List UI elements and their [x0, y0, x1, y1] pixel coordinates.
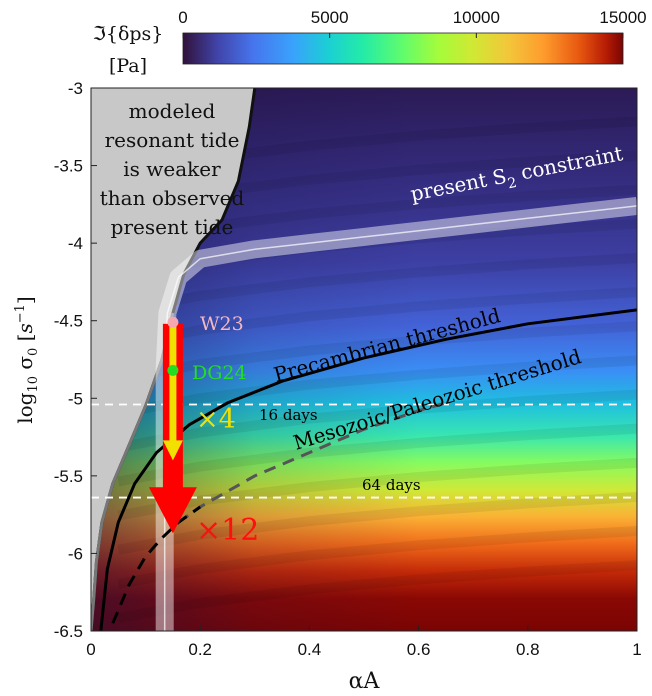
x-tick-label: 0.8: [516, 640, 540, 659]
present-s2-label-sub: 2: [506, 175, 518, 192]
w23-label: W23: [200, 313, 244, 335]
contour-band: [117, 526, 637, 589]
contour-band: [117, 253, 637, 316]
arrow-x4-shaft: [169, 323, 177, 443]
times4-label: ×4: [196, 404, 236, 435]
point-w23: [167, 316, 179, 328]
y-tick-label: -3.5: [54, 157, 83, 176]
arrow-x12-head: [148, 487, 197, 534]
points: [167, 316, 179, 376]
colorbar-label-line2: [Pa]: [109, 55, 147, 77]
colorbar-tick-label: 15000: [599, 8, 646, 27]
y-tick-label: -4.5: [54, 312, 83, 331]
x-tick-label: 0.4: [298, 640, 322, 659]
colorbar-tick-label: 10000: [453, 8, 500, 27]
weak-tide-boundary-lower: [91, 312, 175, 631]
gray-region-label-1: modeled: [129, 99, 216, 123]
mesozoic-threshold-line: [177, 401, 447, 524]
contour-band: [117, 389, 637, 453]
gray-region-label-2: resonant tide: [105, 128, 240, 152]
y-tick-label: -5: [68, 389, 83, 408]
arrows: [148, 323, 197, 534]
x-tick-label: 1: [632, 640, 641, 659]
dg24-label: DG24: [192, 362, 247, 384]
days-64-label: 64 days: [362, 476, 421, 494]
weak-tide-region: [91, 88, 255, 631]
contour-band: [117, 287, 637, 350]
y-tick-label: -5.5: [54, 467, 83, 486]
times12-label: ×12: [196, 513, 259, 548]
x-tick-label: 0.6: [407, 640, 431, 659]
plot-area: [91, 88, 637, 631]
x-tick-label: 0.2: [188, 640, 212, 659]
colorbar-gradient: [182, 32, 624, 65]
plot-frame: [90, 87, 638, 632]
gray-region-label-5: present tide: [111, 215, 234, 239]
y-axis-ticks: -3 -3.5 -4 -4.5 -5 -5.5 -6 -6.5: [54, 79, 97, 641]
colorbar-tick-label: 0: [178, 8, 187, 27]
y-tick-label: -6.5: [54, 622, 83, 641]
gray-region-label-3: is weaker: [123, 157, 221, 181]
precambrian-threshold-line: [99, 308, 637, 631]
mesozoic-threshold-line-lower: [111, 505, 202, 624]
contour-band: [117, 491, 637, 555]
y-axis-label: log10 σ0 [s−1]: [13, 296, 41, 424]
gray-region-label-4: than observed: [100, 186, 245, 210]
point-dg24: [167, 364, 179, 376]
present-s2-band-edge: [163, 205, 637, 631]
y-tick-label: -6: [68, 544, 83, 563]
contour-band: [117, 423, 637, 487]
contour-band: [117, 321, 637, 385]
colorbar-label-line1: ℑ{δps}: [93, 23, 164, 45]
x-axis-ticks: 0 0.2 0.4 0.6 0.8 1: [86, 625, 642, 659]
x-axis-label: αA: [349, 669, 381, 694]
y-tick-label: -3: [68, 79, 83, 98]
contour-band: [117, 355, 637, 419]
colorbar-ticks: 0 5000 10000 15000: [178, 8, 647, 38]
x-tick-label: 0: [86, 640, 95, 659]
contour-band: [117, 560, 637, 623]
colorbar-tick-label: 5000: [311, 8, 349, 27]
days-16-label: 16 days: [259, 406, 318, 424]
colorbar: 0 5000 10000 15000 ℑ{δps} [Pa]: [93, 8, 647, 77]
y-tick-label: -4: [68, 234, 83, 253]
arrow-x4-head: [162, 440, 183, 461]
